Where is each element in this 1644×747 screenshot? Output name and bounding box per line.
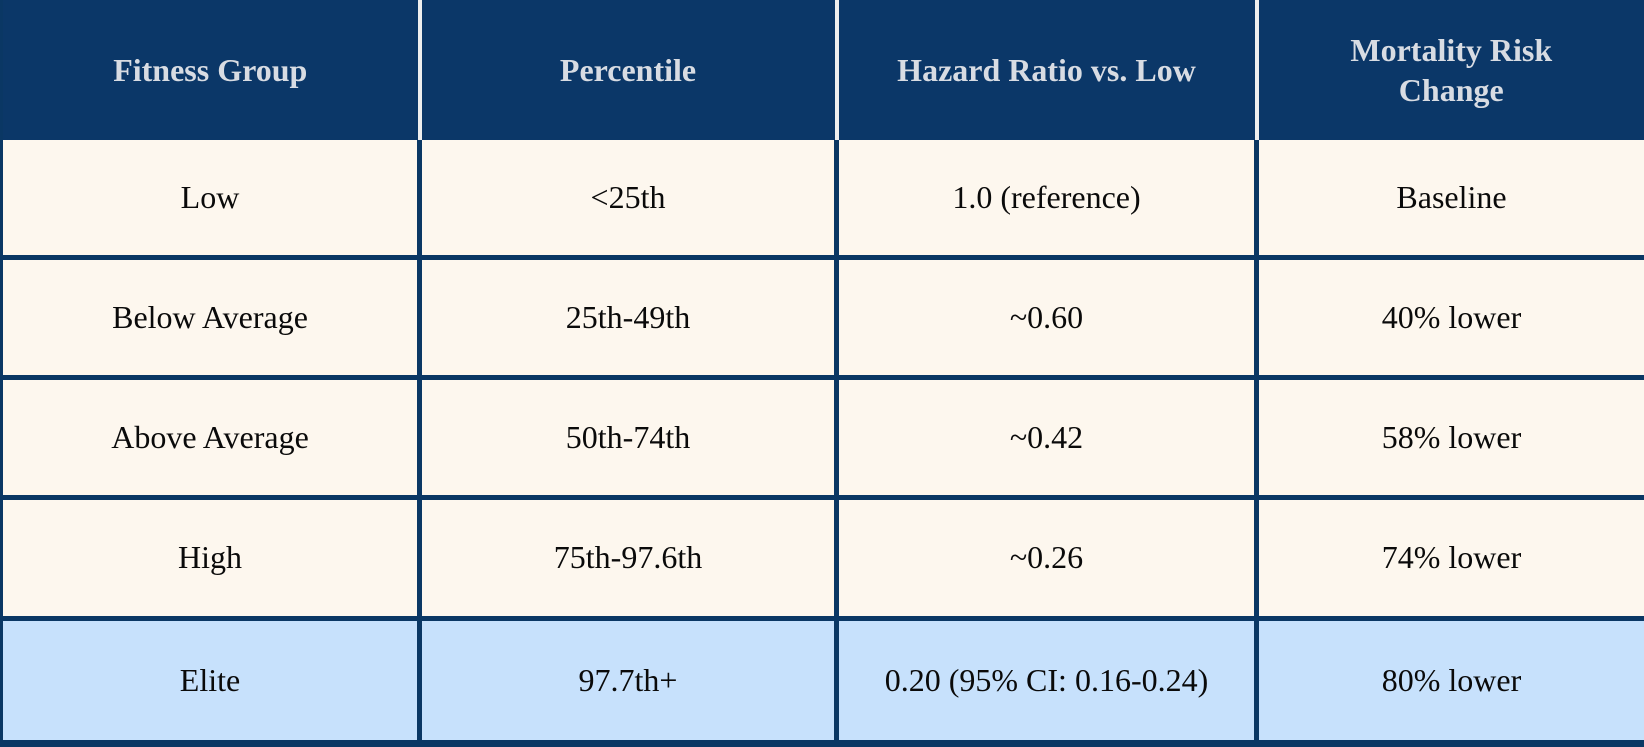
- table-row-above-average: Above Average 50th-74th ~0.42 58% lower: [1, 375, 1644, 501]
- cell-fitness-group: Below Average: [1, 255, 422, 381]
- table-body: Low <25th 1.0 (reference) Baseline Below…: [1, 140, 1644, 747]
- table-row-elite-highlighted: Elite 97.7th+ 0.20 (95% CI: 0.16-0.24) 8…: [1, 615, 1644, 747]
- cell-fitness-group: Above Average: [1, 375, 422, 501]
- cell-mortality-risk-change: Baseline: [1254, 140, 1644, 261]
- cell-fitness-group: High: [1, 495, 422, 621]
- column-header-percentile: Percentile: [419, 0, 839, 140]
- column-header-hazard-ratio: Hazard Ratio vs. Low: [836, 0, 1259, 140]
- cell-hazard-ratio: ~0.26: [834, 495, 1259, 621]
- column-header-label: Hazard Ratio vs. Low: [897, 52, 1196, 88]
- cell-hazard-ratio: 0.20 (95% CI: 0.16-0.24): [834, 615, 1259, 747]
- column-header-fitness-group: Fitness Group: [1, 0, 422, 140]
- cell-percentile: 75th-97.6th: [417, 495, 839, 621]
- cell-percentile: 25th-49th: [417, 255, 839, 381]
- cell-mortality-risk-change: 74% lower: [1254, 495, 1644, 621]
- cell-mortality-risk-change: 80% lower: [1254, 615, 1644, 747]
- cell-percentile: 50th-74th: [417, 375, 839, 501]
- table-row-high: High 75th-97.6th ~0.26 74% lower: [1, 495, 1644, 621]
- cell-hazard-ratio: 1.0 (reference): [834, 140, 1259, 261]
- cell-percentile: 97.7th+: [417, 615, 839, 747]
- table-row-below-average: Below Average 25th-49th ~0.60 40% lower: [1, 255, 1644, 381]
- column-header-label: Mortality Risk Change: [1350, 32, 1553, 108]
- column-header-label: Fitness Group: [113, 52, 308, 88]
- cell-fitness-group: Elite: [1, 615, 422, 747]
- cell-hazard-ratio: ~0.42: [834, 375, 1259, 501]
- cell-hazard-ratio: ~0.60: [834, 255, 1259, 381]
- column-header-label: Percentile: [559, 52, 697, 88]
- cell-mortality-risk-change: 58% lower: [1254, 375, 1644, 501]
- table-header-row: Fitness Group Percentile Hazard Ratio vs…: [1, 0, 1644, 140]
- cell-mortality-risk-change: 40% lower: [1254, 255, 1644, 381]
- column-header-mortality-risk-change: Mortality Risk Change: [1256, 0, 1644, 140]
- table-row-low: Low <25th 1.0 (reference) Baseline: [1, 140, 1644, 261]
- cell-fitness-group: Low: [1, 140, 422, 261]
- cell-percentile: <25th: [417, 140, 839, 261]
